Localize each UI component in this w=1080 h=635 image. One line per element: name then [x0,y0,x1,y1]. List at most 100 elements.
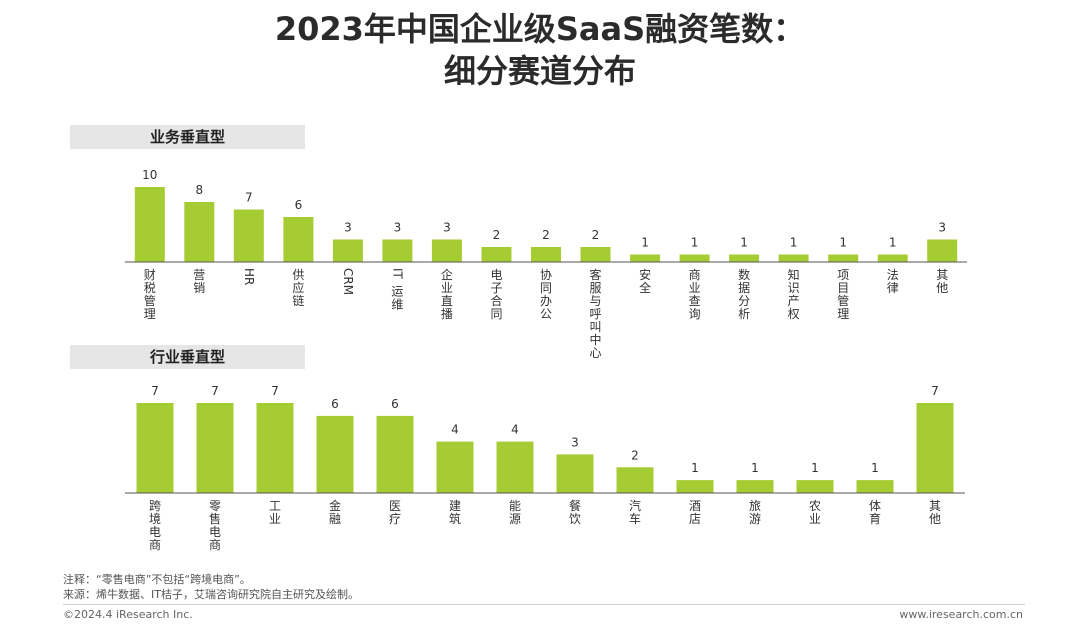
bar [927,239,958,262]
value-label: 2 [493,228,501,242]
category-label: 其他 [929,499,941,526]
value-label: 6 [391,397,399,411]
value-label: 6 [295,198,303,212]
category-label: 财税管理 [144,268,156,321]
note-source: 来源：烯牛数据、IT桔子，艾瑞咨询研究院自主研究及绘制。 [63,588,359,601]
bar [256,403,294,493]
value-label: 4 [511,423,519,437]
category-label: 体育 [869,499,881,526]
value-label: 10 [142,168,157,182]
value-label: 1 [691,236,699,250]
category-label: 能源 [509,499,521,526]
category-label: 运维 [391,284,403,311]
value-label: 1 [641,236,649,250]
category-label: 协同办公 [540,267,552,321]
category-label: 其他 [936,268,948,295]
value-label: 3 [394,221,402,235]
bar [184,202,215,262]
bar [136,403,174,493]
chart-industry-vertical: 7 跨境电商 7 零售电商 7 工业 6 金融 6 医疗 4 建筑 4 能源 3 餐饮 2 汽车 1 酒店 1 旅游 1 农业… [125,384,965,552]
category-label: 商业查询 [689,267,701,321]
bar [736,480,774,493]
value-label: 6 [331,397,339,411]
category-label: 安全 [639,267,651,295]
bar [556,454,594,493]
notes: 注释：“零售电商”不包括“跨境电商”。 来源：烯牛数据、IT桔子，艾瑞咨询研究院… [63,572,359,602]
value-label: 7 [245,191,253,205]
section-label-industry: 行业垂直型 [70,345,305,369]
bar [496,441,534,493]
section-label-business: 业务垂直型 [70,125,305,149]
bar [856,480,894,493]
category-label: 工业 [269,499,281,526]
category-label: 汽车 [629,498,641,526]
category-label: 跨境电商 [149,499,161,552]
bar [316,415,354,493]
category-label: 金融 [329,498,341,526]
value-label: 8 [195,183,203,197]
category-label: 法律 [887,268,899,295]
bar [630,254,661,262]
chart-title: 2023年中国企业级SaaS融资笔数： 细分赛道分布 [0,8,1080,92]
category-label: 电子合同 [490,268,502,321]
category-label: 客服与呼叫中心 [589,267,601,360]
note-remark: 注释：“零售电商”不包括“跨境电商”。 [63,573,251,586]
value-label: 3 [443,221,451,235]
category-label-latin: HR [242,268,256,285]
bar [233,209,264,262]
value-label: 3 [344,221,352,235]
category-label: 知识产权 [788,268,800,321]
bar [616,467,654,493]
category-label: 零售电商 [209,499,221,552]
category-label: 农业 [809,499,821,526]
category-label-latin: IT [390,268,404,280]
bar [877,254,908,262]
category-label: 旅游 [749,499,761,526]
copyright: ©2024.4 iResearch Inc. [63,608,193,621]
bar [431,239,462,262]
category-label: 医疗 [389,499,401,526]
footer-divider [63,604,1025,605]
bar [134,187,165,262]
value-label: 1 [811,461,819,475]
value-label: 1 [790,236,798,250]
bar [679,254,710,262]
value-label: 1 [839,236,847,250]
category-label: 项目管理 [837,268,849,321]
website: www.iresearch.com.cn [899,608,1023,621]
chart-title-line-2: 细分赛道分布 [443,52,636,90]
bar [196,403,234,493]
value-label: 1 [889,236,897,250]
bar [676,480,714,493]
category-label: 餐饮 [569,498,581,526]
value-label: 1 [871,461,879,475]
value-label: 7 [211,384,219,398]
bar [916,403,954,493]
value-label: 1 [751,461,759,475]
value-label: 2 [592,228,600,242]
bar [796,480,834,493]
bar [436,441,474,493]
bar [778,254,809,262]
category-label: 供应链 [292,268,304,308]
value-label: 1 [691,461,699,475]
value-label: 3 [938,221,946,235]
bar [382,239,413,262]
value-label: 4 [451,423,459,437]
value-label: 1 [740,236,748,250]
value-label: 3 [571,435,579,449]
bar [580,247,611,262]
bar [332,239,363,262]
value-label: 7 [151,384,159,398]
bar [481,247,512,262]
category-label: 酒店 [689,499,701,526]
bar [828,254,859,262]
bar [729,254,760,262]
chart-business-vertical: 10 财税管理 8 营销 7 HR 6 供应链 3 CRM 3 IT 运维 3 企业直播 2 电子合同 2 协同办公… [125,168,967,360]
category-label: 建筑 [449,499,461,526]
bar [376,415,414,493]
bar [283,217,314,262]
category-label: 营销 [193,268,205,295]
bar [531,247,561,262]
